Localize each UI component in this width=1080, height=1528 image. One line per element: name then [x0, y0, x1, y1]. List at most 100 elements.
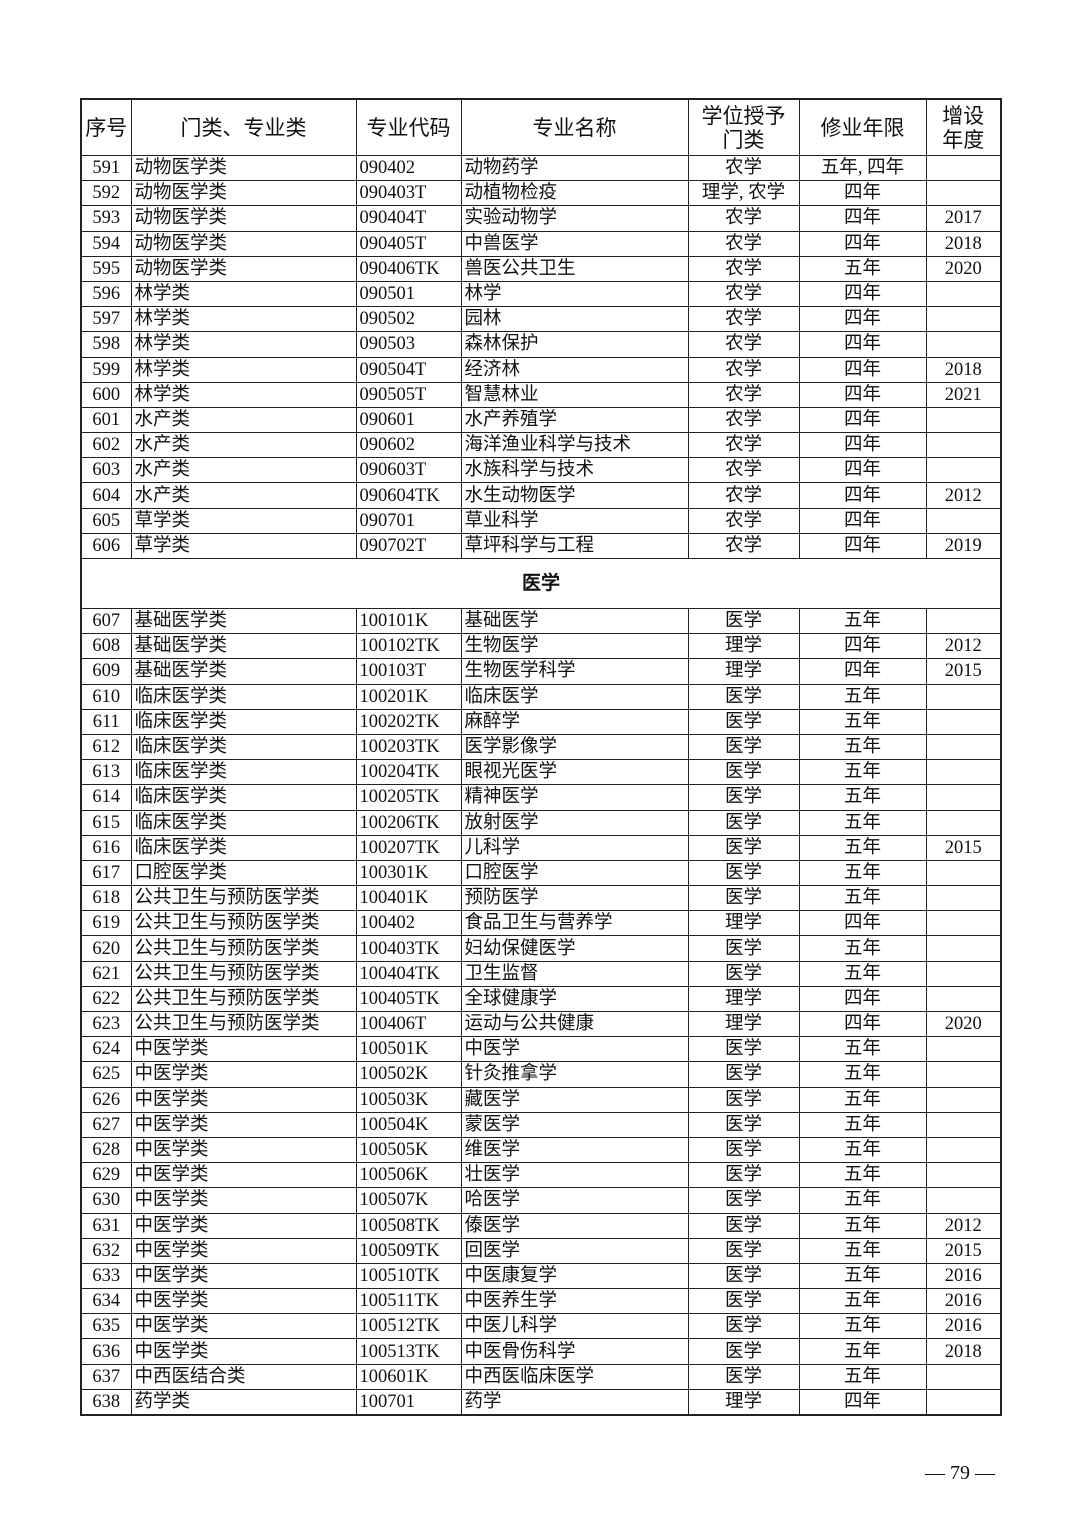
cell-year-added [925, 507, 1002, 534]
cell-duration: 五年 [798, 1086, 927, 1113]
cell-code: 090405T [355, 230, 462, 257]
cell-year-added [925, 809, 1002, 836]
cell-category: 中医学类 [130, 1262, 357, 1290]
cell-year-added [925, 406, 1002, 434]
table-row: 615 临床医学类 100206TK 放射医学 医学 五年 [80, 809, 1002, 836]
cell-category: 林学类 [130, 331, 357, 358]
cell-major-name: 蒙医学 [460, 1111, 689, 1138]
cell-duration: 四年 [798, 658, 927, 685]
cell-major-name: 哈医学 [460, 1187, 689, 1214]
cell-category: 林学类 [130, 280, 357, 308]
cell-duration: 四年 [798, 381, 927, 408]
cell-seq: 617 [80, 859, 132, 887]
table-row: 612 临床医学类 100203TK 医学影像学 医学 五年 [80, 733, 1002, 761]
table-row: 635 中医学类 100512TK 中医儿科学 医学 五年 2016 [80, 1313, 1002, 1340]
cell-duration: 四年 [798, 1388, 927, 1416]
cell-seq: 598 [80, 331, 132, 358]
cell-category: 中医学类 [130, 1111, 357, 1138]
cell-seq: 618 [80, 885, 132, 912]
cell-duration: 四年 [798, 985, 927, 1013]
cell-seq: 616 [80, 834, 132, 861]
cell-seq: 595 [80, 255, 132, 282]
cell-degree: 医学 [687, 809, 800, 836]
cell-degree: 农学 [687, 507, 800, 534]
cell-major-name: 中医儿科学 [460, 1313, 689, 1340]
cell-major-name: 卫生监督 [460, 960, 689, 987]
cell-major-name: 生物医学科学 [460, 658, 689, 685]
cell-year-added: 2020 [925, 255, 1002, 282]
cell-duration: 五年 [798, 1111, 927, 1138]
cell-major-name: 药学 [460, 1388, 689, 1416]
cell-year-added: 2020 [925, 1010, 1002, 1038]
cell-category: 公共卫生与预防医学类 [130, 885, 357, 912]
cell-degree: 农学 [687, 356, 800, 383]
cell-major-name: 水生动物医学 [460, 482, 689, 509]
cell-degree: 农学 [687, 306, 800, 333]
cell-major-name: 基础医学 [460, 607, 689, 635]
cell-category: 公共卫生与预防医学类 [130, 960, 357, 987]
cell-degree: 医学 [687, 759, 800, 786]
cell-year-added: 2015 [925, 834, 1002, 861]
cell-duration: 四年 [798, 205, 927, 232]
table-row: 601 水产类 090601 水产养殖学 农学 四年 [80, 406, 1002, 434]
cell-code: 100206TK [355, 809, 462, 836]
cell-code: 100203TK [355, 733, 462, 761]
table-row: 638 药学类 100701 药学 理学 四年 [80, 1388, 1002, 1416]
cell-year-added [925, 885, 1002, 912]
cell-major-name: 回医学 [460, 1237, 689, 1264]
cell-category: 基础医学类 [130, 633, 357, 660]
cell-year-added [925, 683, 1002, 710]
cell-duration: 五年 [798, 784, 927, 811]
cell-degree: 医学 [687, 1288, 800, 1315]
cell-duration: 五年 [798, 1036, 927, 1063]
cell-category: 基础医学类 [130, 658, 357, 685]
cell-major-name: 全球健康学 [460, 985, 689, 1013]
cell-degree: 医学 [687, 607, 800, 635]
cell-major-name: 经济林 [460, 356, 689, 383]
table-row: 624 中医学类 100501K 中医学 医学 五年 [80, 1036, 1002, 1063]
cell-major-name: 妇幼保健医学 [460, 935, 689, 962]
cell-category: 基础医学类 [130, 607, 357, 635]
cell-duration: 五年 [798, 759, 927, 786]
cell-code: 100102TK [355, 633, 462, 660]
cell-major-name: 草坪科学与工程 [460, 532, 689, 560]
cell-seq: 609 [80, 658, 132, 685]
cell-code: 090406TK [355, 255, 462, 282]
cell-year-added [925, 1036, 1002, 1063]
cell-degree: 理学 [687, 1010, 800, 1038]
cell-code: 100601K [355, 1363, 462, 1390]
cell-major-name: 兽医公共卫生 [460, 255, 689, 282]
cell-degree: 医学 [687, 1136, 800, 1164]
cell-seq: 615 [80, 809, 132, 836]
cell-degree: 医学 [687, 885, 800, 912]
cell-category: 公共卫生与预防医学类 [130, 910, 357, 937]
cell-seq: 628 [80, 1136, 132, 1164]
cell-major-name: 临床医学 [460, 683, 689, 710]
cell-year-added: 2015 [925, 1237, 1002, 1264]
table-row: 633 中医学类 100510TK 中医康复学 医学 五年 2016 [80, 1262, 1002, 1290]
cell-degree: 医学 [687, 733, 800, 761]
table-row: 628 中医学类 100505K 维医学 医学 五年 [80, 1136, 1002, 1164]
cell-major-name: 动植物检疫 [460, 180, 689, 207]
cell-category: 临床医学类 [130, 759, 357, 786]
cell-code: 100504K [355, 1111, 462, 1138]
cell-major-name: 草业科学 [460, 507, 689, 534]
table-row: 636 中医学类 100513TK 中医骨伤科学 医学 五年 2018 [80, 1338, 1002, 1365]
column-header-year-added: 增设 年度 [925, 98, 1002, 156]
cell-year-added [925, 180, 1002, 207]
table-row: 597 林学类 090502 园林 农学 四年 [80, 306, 1002, 333]
cell-seq: 603 [80, 457, 132, 484]
cell-seq: 602 [80, 432, 132, 459]
cell-major-name: 生物医学 [460, 633, 689, 660]
cell-seq: 600 [80, 381, 132, 408]
cell-year-added [925, 935, 1002, 962]
cell-seq: 611 [80, 708, 132, 735]
table-row: 631 中医学类 100508TK 傣医学 医学 五年 2012 [80, 1212, 1002, 1239]
cell-category: 临床医学类 [130, 834, 357, 861]
cell-seq: 605 [80, 507, 132, 534]
cell-seq: 620 [80, 935, 132, 962]
cell-degree: 理学 [687, 985, 800, 1013]
cell-major-name: 壮医学 [460, 1162, 689, 1189]
cell-code: 100406T [355, 1010, 462, 1038]
cell-major-name: 中医养生学 [460, 1288, 689, 1315]
